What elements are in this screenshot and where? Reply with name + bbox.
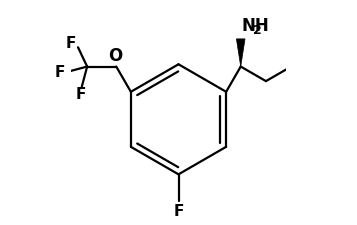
Text: 2: 2 xyxy=(253,24,262,37)
Polygon shape xyxy=(236,39,245,67)
Text: F: F xyxy=(66,36,76,51)
Text: F: F xyxy=(54,65,65,81)
Text: O: O xyxy=(108,47,122,65)
Text: NH: NH xyxy=(242,17,270,35)
Text: F: F xyxy=(76,87,86,102)
Text: F: F xyxy=(173,205,184,219)
